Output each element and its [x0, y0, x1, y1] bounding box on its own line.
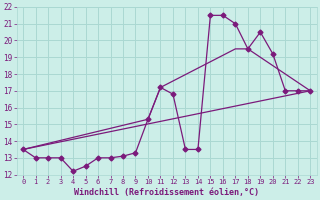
- X-axis label: Windchill (Refroidissement éolien,°C): Windchill (Refroidissement éolien,°C): [74, 188, 259, 197]
